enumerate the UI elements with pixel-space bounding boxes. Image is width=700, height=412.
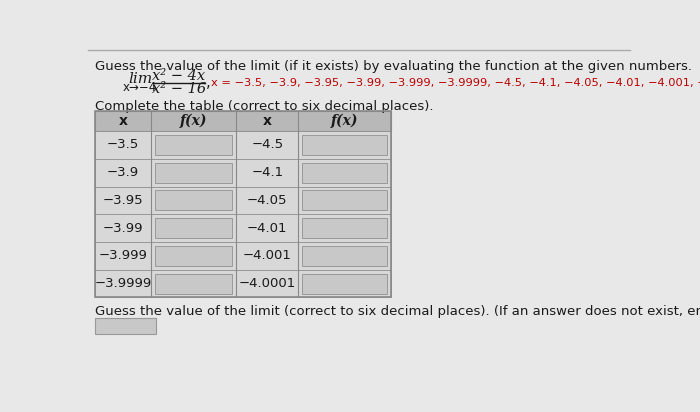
Text: lim: lim — [128, 73, 153, 87]
Text: −4.001: −4.001 — [243, 249, 292, 262]
Bar — [95, 111, 391, 297]
Bar — [95, 318, 155, 334]
Text: f(x): f(x) — [180, 114, 207, 128]
Text: −3.999: −3.999 — [99, 249, 148, 262]
Bar — [155, 274, 232, 293]
Text: −3.9999: −3.9999 — [94, 277, 152, 290]
Text: −3.99: −3.99 — [103, 222, 144, 234]
Text: x² − 16: x² − 16 — [152, 82, 206, 96]
Text: Complete the table (correct to six decimal places).: Complete the table (correct to six decim… — [95, 100, 434, 113]
Bar — [302, 246, 387, 266]
Text: Guess the value of the limit (if it exists) by evaluating the function at the gi: Guess the value of the limit (if it exis… — [95, 60, 692, 73]
Bar — [95, 131, 391, 159]
Bar — [95, 187, 391, 214]
Text: −4.1: −4.1 — [251, 166, 284, 179]
Text: x: x — [119, 114, 127, 128]
Text: −4.5: −4.5 — [251, 138, 284, 152]
Text: x: x — [262, 114, 272, 128]
Bar — [302, 218, 387, 238]
Bar — [302, 190, 387, 211]
Bar — [95, 214, 391, 242]
Bar — [95, 270, 391, 297]
Bar — [95, 242, 391, 270]
Text: ,: , — [206, 75, 211, 90]
Bar — [155, 218, 232, 238]
Text: −4.01: −4.01 — [247, 222, 288, 234]
Text: −3.95: −3.95 — [103, 194, 144, 207]
Text: Guess the value of the limit (correct to six decimal places). (If an answer does: Guess the value of the limit (correct to… — [95, 305, 700, 318]
Text: x = −3.5, −3.9, −3.95, −3.99, −3.999, −3.9999, −4.5, −4.1, −4.05, −4.01, −4.001,: x = −3.5, −3.9, −3.95, −3.99, −3.999, −3… — [211, 77, 700, 88]
Bar — [155, 135, 232, 155]
Text: −3.5: −3.5 — [107, 138, 139, 152]
Text: −4.0001: −4.0001 — [239, 277, 296, 290]
Bar — [155, 190, 232, 211]
Bar — [302, 135, 387, 155]
Text: x² − 4x: x² − 4x — [153, 69, 206, 83]
Bar — [302, 163, 387, 183]
Bar — [95, 111, 391, 131]
Text: −4.05: −4.05 — [247, 194, 288, 207]
Bar — [302, 274, 387, 293]
Text: x→−4: x→−4 — [123, 82, 158, 94]
Text: f(x): f(x) — [331, 114, 358, 128]
Bar — [155, 246, 232, 266]
Bar — [95, 159, 391, 187]
Bar — [155, 163, 232, 183]
Text: −3.9: −3.9 — [107, 166, 139, 179]
